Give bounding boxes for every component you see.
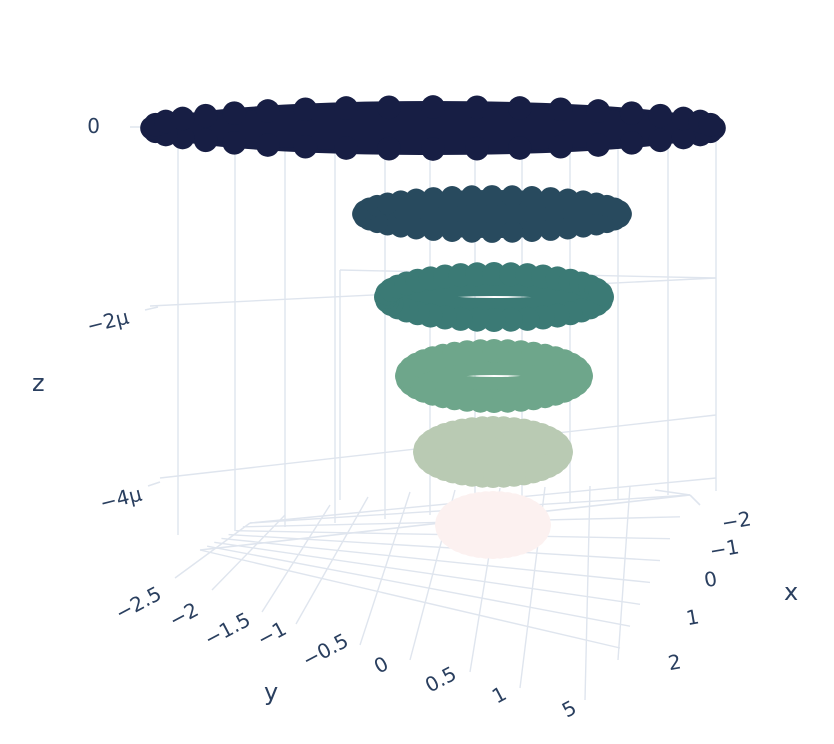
ring-marker-1-27 [422,187,445,209]
ring-marker-0-7 [548,134,573,159]
ring-z-1 [352,185,632,243]
ring-marker-0-15 [222,130,247,155]
x-tick-3: 1 [684,604,701,630]
ring-z-0 [140,95,726,161]
y-tick-0: −2.5 [111,581,165,625]
ring-marker-1-28 [441,185,464,208]
ring-marker-0-5 [619,130,644,155]
ring-marker-0-14 [255,133,280,157]
ring-marker-1-12 [441,220,464,243]
ring-marker-0-39 [698,112,723,137]
grid-floor-y-10 [654,489,691,496]
ring-marker-1-39 [608,200,631,223]
grid-floor-y-8 [584,485,591,701]
ring-marker-0-29 [377,95,401,120]
axis-titles: z y x [32,369,798,706]
z-tick-2: −4μ [97,482,144,516]
ring-marker-0-23 [170,106,195,131]
grid-floor-y-3 [295,496,369,625]
ring-marker-0-25 [222,101,247,126]
ring-marker-1-26 [405,188,428,211]
ring-marker-0-27 [293,97,318,122]
ring-marker-0-12 [334,136,359,160]
x-axis-title: x [784,578,798,606]
ring-marker-1-11 [460,220,483,243]
ring-marker-0-11 [377,136,401,161]
ring-marker-2-10 [482,308,506,332]
ring-z-2 [374,262,614,332]
ring-z-4 [413,416,573,488]
grid-floor-x-0 [199,549,621,649]
x-tick-4: 2 [666,649,683,675]
y-tick-3: −1 [253,616,290,651]
y-tick-1: −2 [165,597,202,632]
ring-marker-0-4 [648,128,673,153]
ring-marker-1-8 [520,220,543,243]
grid-floor-y-1 [211,514,286,591]
ring-marker-5-39 [526,509,551,534]
ring-marker-1-13 [422,219,445,241]
ring-marker-0-8 [507,136,532,160]
ring-marker-1-6 [556,217,579,240]
grid-floor-x-2 [214,541,641,605]
y-tick-4: −0.5 [298,628,352,672]
y-axis-title: y [264,678,278,706]
ring-marker-1-7 [539,219,562,241]
ring-marker-0-36 [648,103,673,128]
y-tick-8: 5 [558,695,581,722]
z-tick-0: 0 [87,114,100,138]
ring-marker-3-39 [567,360,592,385]
y-tick-7: 1 [488,681,511,708]
ring-marker-0-35 [619,101,644,126]
grid-floor-y-0 [174,522,251,579]
y-tick-2: −1.5 [200,607,254,651]
ring-marker-0-10 [421,137,445,161]
ring-marker-1-30 [481,185,503,207]
ring-marker-1-9 [501,220,524,243]
x-tick-0: −2 [720,506,753,535]
ring-marker-1-32 [520,185,543,208]
y-tick-5: 0 [370,651,393,678]
ring-marker-0-26 [255,99,280,123]
ring-marker-0-24 [193,103,218,128]
ring-marker-2-30 [482,262,506,286]
ring-marker-0-16 [193,128,218,153]
ring-marker-0-13 [293,134,318,159]
ring-marker-0-9 [465,136,489,161]
x-tick-1: −1 [708,534,741,563]
ring-marker-1-33 [539,187,562,209]
ring-marker-0-31 [465,95,489,120]
ring-marker-0-28 [334,96,359,120]
y-tick-6: 0.5 [421,661,460,697]
ring-marker-2-39 [588,281,613,306]
ring-marker-2-29 [465,262,490,287]
grid-floor-x-3 [221,537,651,584]
ring-marker-0-3 [671,125,696,150]
grid-floor-y-9 [617,485,631,661]
ring-marker-2-9 [498,307,523,332]
ring-marker-0-30 [421,95,445,119]
ring-z-3 [395,339,593,413]
ring-marker-0-33 [548,97,573,122]
rings-layer [140,95,726,559]
axis-line-x-end [689,494,701,506]
ring-marker-0-32 [507,96,532,120]
grid-floor-x-1 [207,545,631,627]
grid-floor-y-2 [261,504,331,613]
axis-line-z-tick2 [147,481,161,487]
ring-marker-0-6 [586,133,611,157]
ring-marker-0-34 [586,99,611,123]
z-axis-title: z [32,369,45,397]
ring-z-5 [435,491,551,559]
ring-marker-4-39 [548,436,573,461]
z-tick-1: −2μ [84,305,131,339]
x-tick-2: 0 [702,566,719,592]
ring-marker-1-10 [481,221,503,243]
ring-marker-1-29 [460,185,483,208]
grid-floor-y-4 [359,491,411,646]
axis-line-z-tick1 [144,306,159,311]
ring-marker-1-31 [501,185,524,208]
